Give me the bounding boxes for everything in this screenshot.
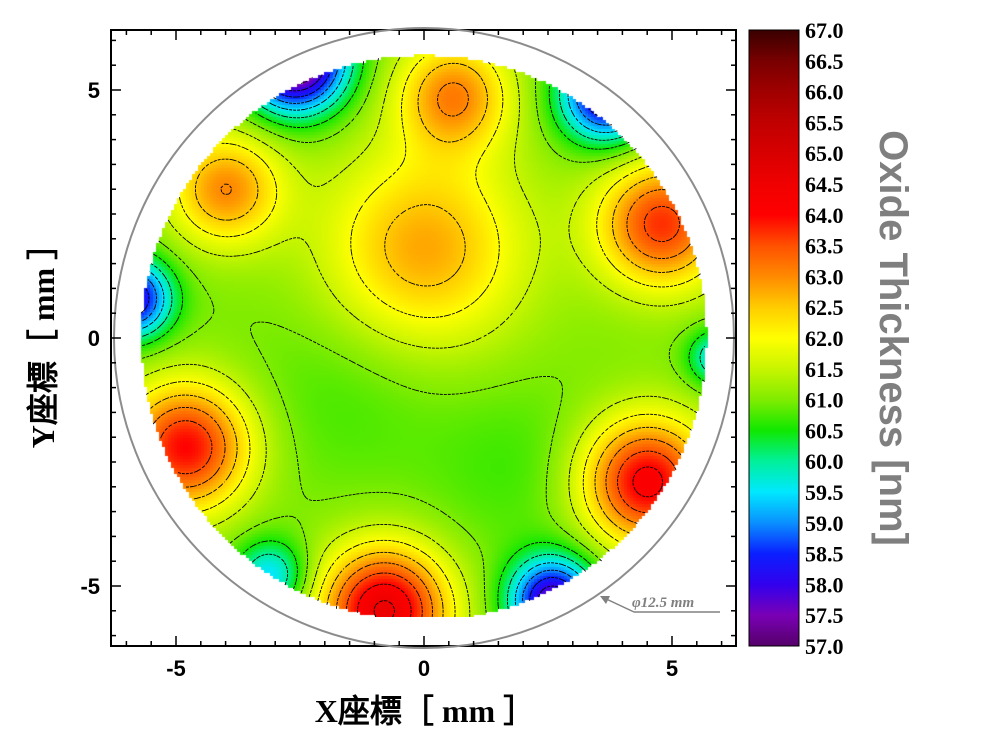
colorbar-tick-label: 64.0	[805, 203, 844, 228]
annotation-arrowhead	[600, 596, 610, 604]
contour-line	[141, 65, 618, 605]
colorbar-tick-label: 60.0	[805, 449, 844, 474]
colorbar-tick-label: 59.5	[805, 480, 844, 505]
contour-line	[152, 82, 691, 617]
contour-line	[373, 600, 395, 617]
colorbar-tick-label: 67.0	[805, 18, 844, 43]
colorbar-tick-label: 63.0	[805, 264, 844, 289]
colorbar-tick-label: 57.0	[805, 634, 844, 659]
diameter-annotation: φ12.5 mm	[600, 595, 720, 613]
contour-line	[299, 76, 313, 85]
colorbar-tick-label: 66.0	[805, 80, 844, 105]
colorbar-tick-label: 57.5	[805, 603, 844, 628]
y-axis-title: Y座標［ mm ］	[25, 228, 61, 448]
contour-line	[160, 205, 681, 617]
colorbar: 67.0 66.5 66.0 65.5 65.0 64.5 64.0 63.5 63.0 62.5…	[748, 18, 844, 659]
colorbar-tick-label: 60.5	[805, 418, 844, 443]
colorbar-title: Oxide Thickness [nm]	[871, 130, 915, 546]
contour-line	[141, 65, 706, 609]
x-axis-title: X座標［ mm ］	[315, 693, 535, 729]
colorbar-tick-label: 63.5	[805, 234, 844, 259]
contour-line	[148, 62, 698, 617]
colorbar-tick-label: 58.0	[805, 572, 844, 597]
x-tick-label: 5	[666, 656, 678, 681]
x-tick-label: -5	[166, 656, 186, 681]
colorbar-tick-label: 65.0	[805, 141, 844, 166]
contour-line	[141, 72, 602, 601]
y-tick-label: 0	[88, 326, 100, 351]
contour-line	[145, 57, 705, 617]
y-tick-label: -5	[80, 574, 100, 599]
contour-lines	[141, 56, 706, 617]
wafer-diameter-label: φ12.5 mm	[632, 595, 694, 611]
contour-line	[141, 61, 705, 609]
contour-line	[141, 69, 612, 601]
colorbar-tick-label: 58.5	[805, 542, 844, 567]
colorbar-tick-label: 61.0	[805, 388, 844, 413]
y-tick-label: 5	[88, 78, 100, 103]
colorbar-tick-label: 62.5	[805, 295, 844, 320]
contour-line	[145, 56, 702, 617]
colorbar-gradient	[748, 29, 800, 647]
x-axis-ticks: -5 0 5	[125, 30, 723, 681]
colorbar-tick-label: 59.0	[805, 511, 844, 536]
colorbar-tick-label: 61.5	[805, 357, 844, 382]
contour-line	[357, 466, 664, 617]
contour-line	[288, 72, 559, 598]
colorbar-tick-label: 66.5	[805, 49, 844, 74]
colorbar-tick-label: 65.5	[805, 110, 844, 135]
colorbar-tick-label: 64.5	[805, 172, 844, 197]
contour-line	[141, 57, 705, 613]
x-tick-label: 0	[418, 656, 430, 681]
y-axis-ticks: -5 0 5	[80, 39, 736, 637]
colorbar-tick-label: 62.0	[805, 326, 844, 351]
